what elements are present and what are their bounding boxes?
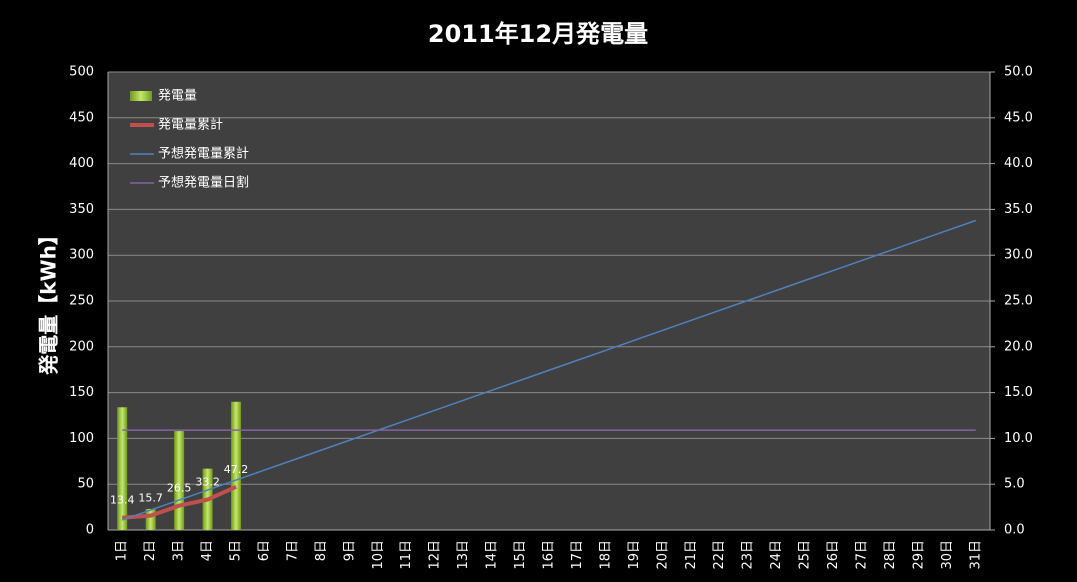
x-tick-label: 29日 <box>911 540 926 570</box>
x-tick-label: 20日 <box>655 540 670 570</box>
x-tick-label: 24日 <box>769 540 784 570</box>
x-tick-label: 5日 <box>229 540 244 561</box>
data-label: 13.4 <box>110 494 135 507</box>
y2-tick-label: 5.0 <box>1004 477 1025 492</box>
y2-tick-label: 20.0 <box>1004 339 1033 354</box>
y-tick-label: 50 <box>77 477 94 492</box>
x-tick-label: 23日 <box>741 540 756 570</box>
x-tick-label: 14日 <box>485 540 500 570</box>
x-tick-label: 27日 <box>854 540 869 570</box>
y2-tick-label: 40.0 <box>1004 156 1033 171</box>
y-tick-label: 400 <box>69 156 94 171</box>
x-tick-label: 2日 <box>143 540 158 561</box>
x-tick-label: 3日 <box>172 540 187 561</box>
y-tick-label: 500 <box>69 65 94 80</box>
y-tick-label: 200 <box>69 339 94 354</box>
x-tick-label: 11日 <box>399 540 414 570</box>
x-tick-label: 19日 <box>627 540 642 570</box>
x-tick-label: 30日 <box>940 540 955 570</box>
bar <box>117 407 128 530</box>
y-axis-label: 発電量【kWh】 <box>37 225 61 376</box>
x-tick-label: 9日 <box>342 540 357 561</box>
y-tick-label: 300 <box>69 248 94 263</box>
bar <box>145 508 156 530</box>
line <box>121 219 977 521</box>
bar <box>231 401 242 530</box>
y2-tick-label: 35.0 <box>1004 202 1033 217</box>
y-tick-label: 0 <box>86 523 94 538</box>
x-tick-label: 17日 <box>570 540 585 570</box>
x-tick-label: 13日 <box>456 540 471 570</box>
x-tick-label: 28日 <box>883 540 898 570</box>
x-tick-label: 21日 <box>684 540 699 570</box>
x-tick-label: 16日 <box>542 540 557 570</box>
x-tick-label: 7日 <box>285 540 300 561</box>
y2-tick-label: 50.0 <box>1004 65 1033 80</box>
x-tick-label: 6日 <box>257 540 272 561</box>
y-tick-label: 100 <box>69 431 94 446</box>
x-tick-label: 12日 <box>428 540 443 570</box>
x-tick-label: 22日 <box>712 540 727 570</box>
bar <box>174 431 185 530</box>
data-label: 33.2 <box>195 476 220 489</box>
x-tick-label: 31日 <box>968 540 983 570</box>
x-tick-label: 4日 <box>200 540 215 561</box>
legend-label: 発電量累計 <box>158 117 223 133</box>
y2-tick-label: 45.0 <box>1004 110 1033 125</box>
y-tick-label: 350 <box>69 202 94 217</box>
x-tick-label: 8日 <box>314 540 329 561</box>
x-tick-label: 15日 <box>513 540 528 570</box>
x-tick-label: 25日 <box>798 540 813 570</box>
data-label: 26.5 <box>167 482 192 495</box>
y-tick-label: 450 <box>69 110 94 125</box>
x-tick-label: 26日 <box>826 540 841 570</box>
x-tick-label: 18日 <box>598 540 613 570</box>
legend-swatch <box>130 91 152 101</box>
legend-label: 予想発電量日割 <box>158 175 249 191</box>
x-tick-label: 1日 <box>115 540 130 561</box>
y-tick-label: 150 <box>69 385 94 400</box>
y2-tick-label: 15.0 <box>1004 385 1033 400</box>
data-label: 47.2 <box>224 463 249 476</box>
y2-tick-label: 0.0 <box>1004 523 1025 538</box>
y2-tick-label: 30.0 <box>1004 248 1033 263</box>
x-tick-label: 10日 <box>371 540 386 570</box>
chart-title: 2011年12月発電量 <box>428 20 648 48</box>
legend-label: 予想発電量累計 <box>158 146 249 162</box>
y2-tick-label: 10.0 <box>1004 431 1033 446</box>
line <box>122 484 237 520</box>
y2-tick-label: 25.0 <box>1004 294 1033 309</box>
y-tick-label: 250 <box>69 294 94 309</box>
legend-label: 発電量 <box>158 89 197 104</box>
data-label: 15.7 <box>138 492 163 505</box>
